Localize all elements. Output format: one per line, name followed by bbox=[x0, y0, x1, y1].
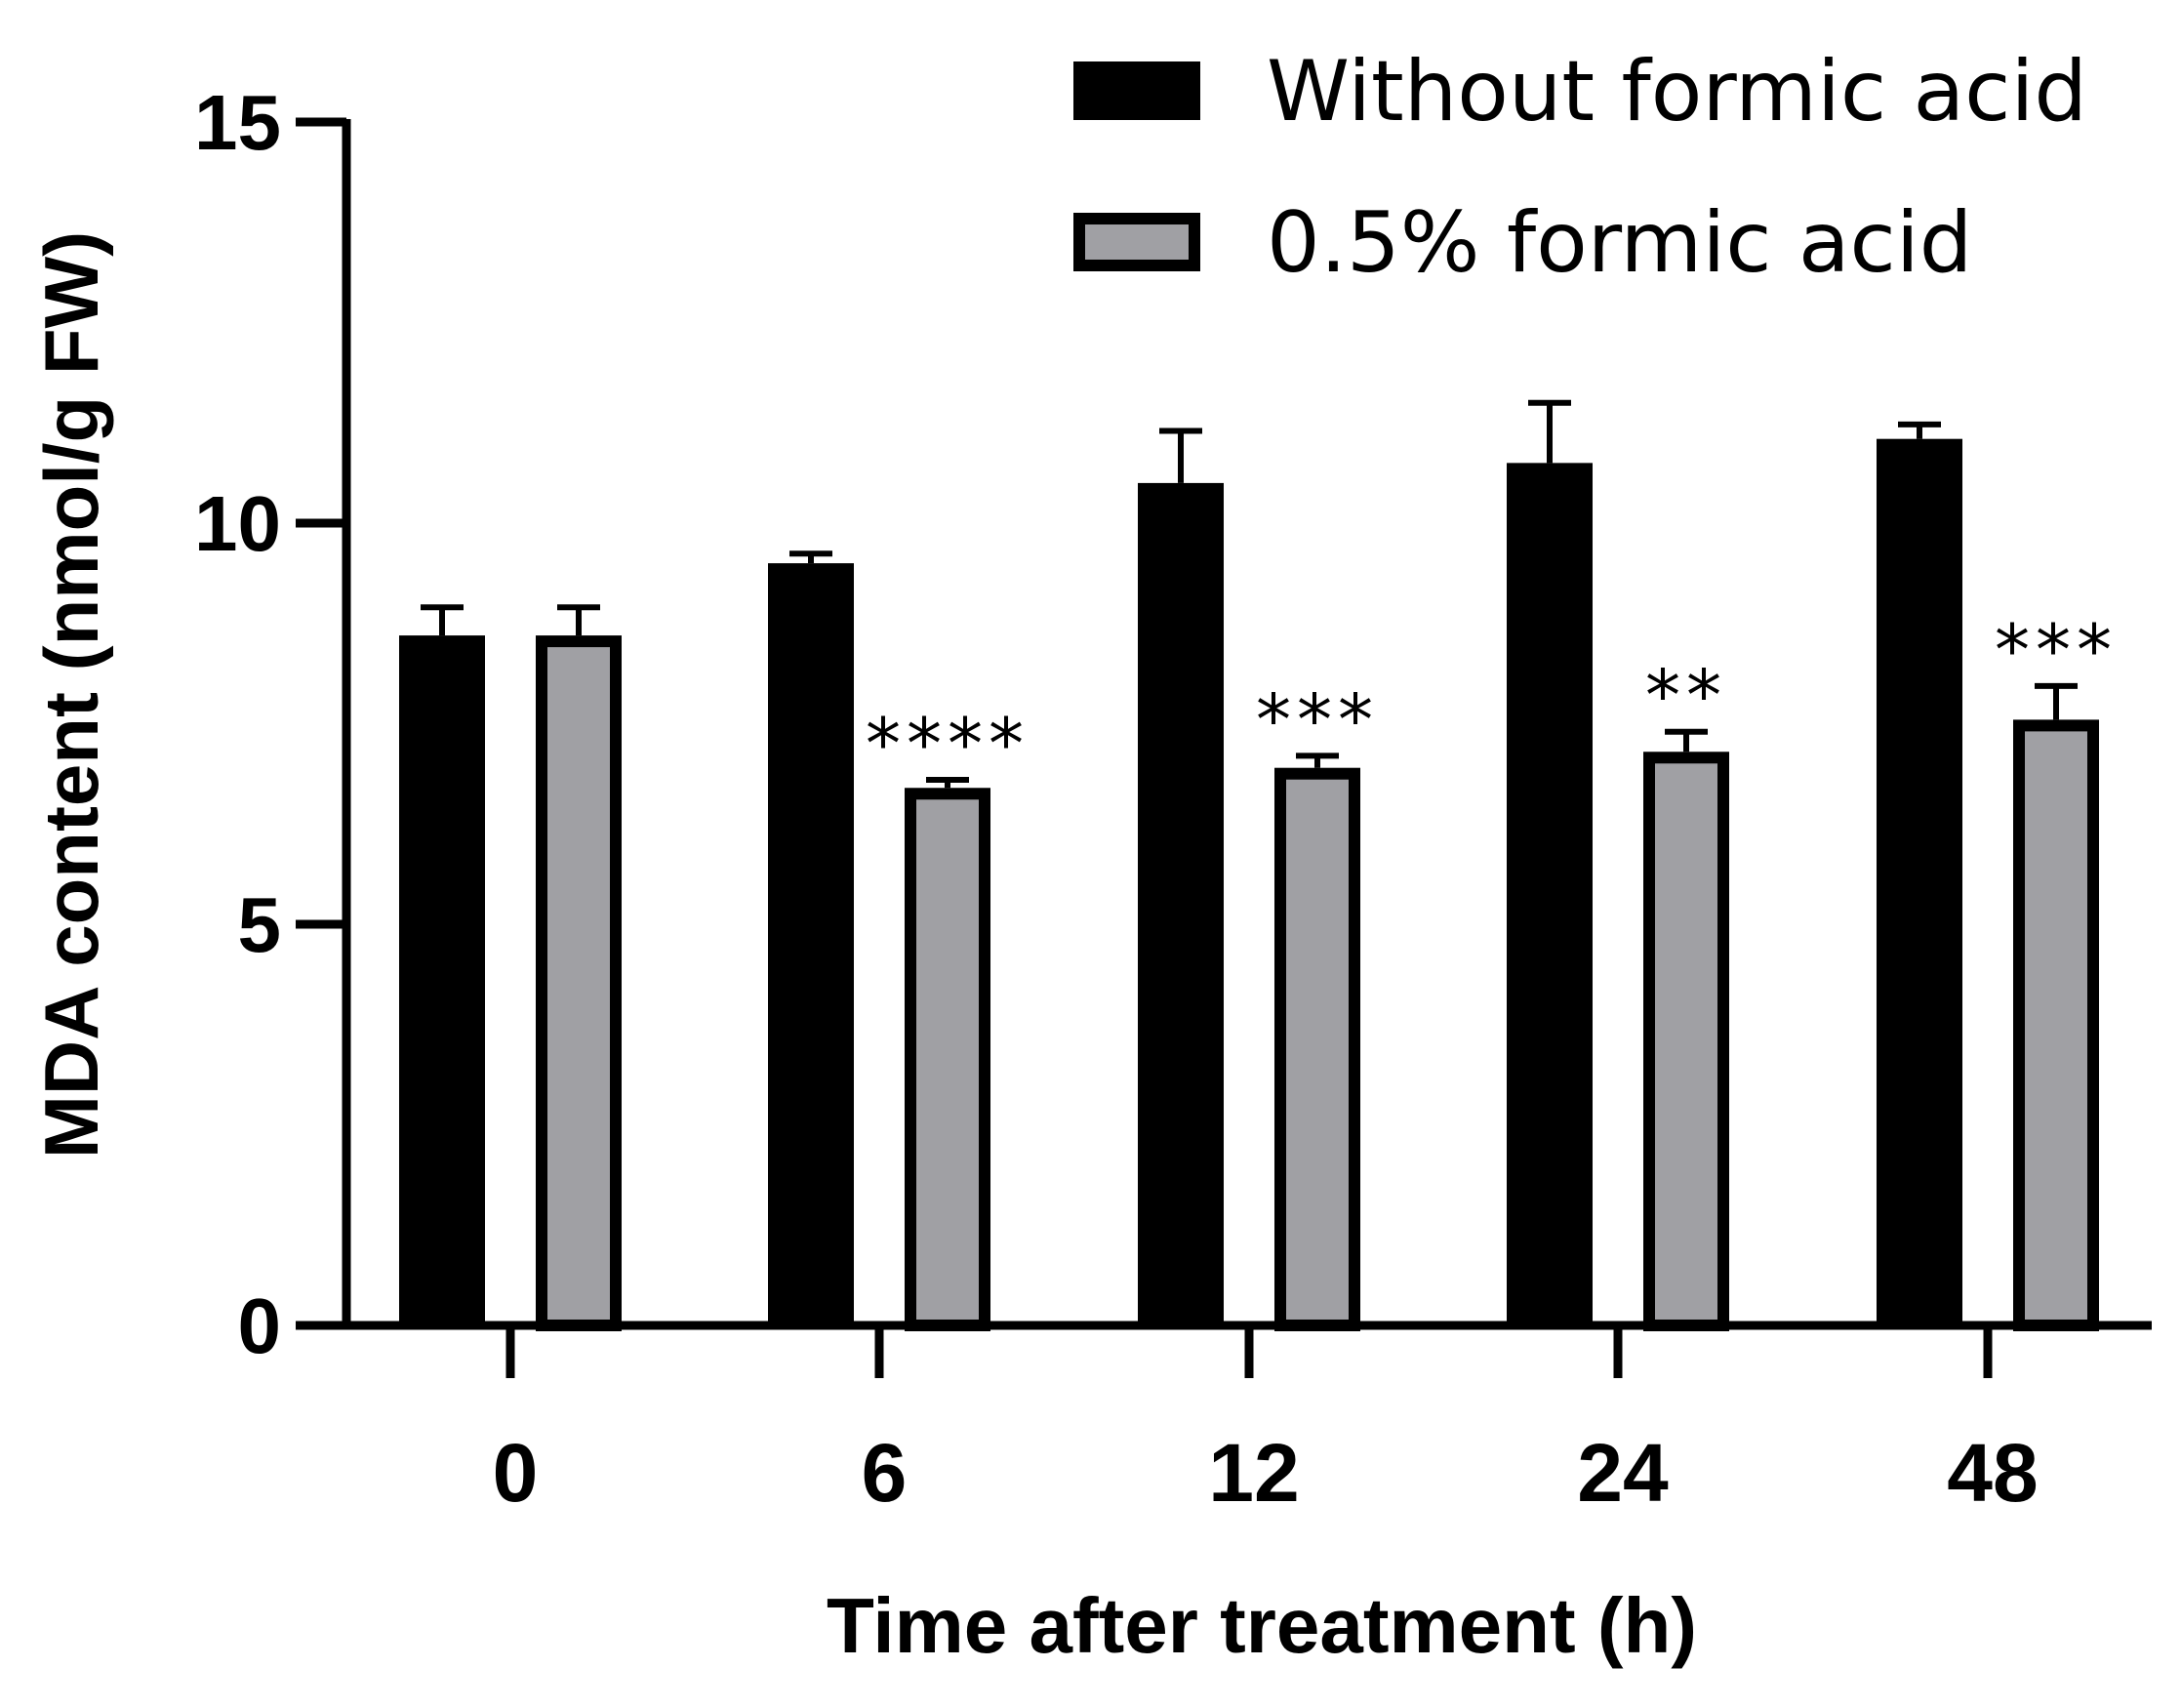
x-axis-label: Time after treatment (h) bbox=[827, 1582, 1697, 1669]
bar-without-formic-acid bbox=[1507, 463, 1593, 1326]
bar-without-formic-acid bbox=[768, 563, 854, 1325]
error-bars bbox=[421, 399, 2078, 789]
y-tick-label: 0 bbox=[238, 1282, 282, 1369]
legend-label: Without formic acid bbox=[1267, 43, 2087, 141]
bar-formic-acid bbox=[2013, 719, 2099, 1331]
axes: 0 5 10 15 0 6 12 24 48 bbox=[194, 79, 2152, 1519]
significance-stars: *** bbox=[1995, 609, 2118, 691]
y-tick-label: 15 bbox=[194, 79, 281, 166]
bar-without-formic-acid bbox=[1138, 482, 1224, 1325]
bars bbox=[399, 438, 2099, 1331]
x-tick-label: 12 bbox=[1208, 1427, 1299, 1519]
y-tick-label: 5 bbox=[238, 881, 282, 968]
legend-swatch-formic-acid bbox=[1073, 213, 1200, 271]
x-tick-label: 0 bbox=[493, 1427, 539, 1519]
significance-marks: **** *** ***** bbox=[866, 609, 2118, 785]
significance-stars: ** bbox=[1645, 655, 1727, 737]
x-tick-label: 48 bbox=[1947, 1427, 2038, 1519]
significance-stars: *** bbox=[1256, 678, 1379, 760]
bar-without-formic-acid bbox=[399, 635, 485, 1325]
bar-formic-acid bbox=[536, 635, 622, 1331]
x-tick-label: 6 bbox=[862, 1427, 908, 1519]
bar-without-formic-acid bbox=[1877, 438, 1962, 1325]
y-axis-label: MDA content (nmol/g FW) bbox=[28, 231, 114, 1159]
bar-formic-acid bbox=[1274, 767, 1360, 1331]
bar-formic-acid bbox=[905, 788, 990, 1331]
legend: Without formic acid 0.5% formic acid bbox=[1073, 43, 2087, 292]
x-tick-label: 24 bbox=[1577, 1427, 1669, 1519]
legend-swatch-without-formic-acid bbox=[1073, 61, 1200, 120]
legend-label: 0.5% formic acid bbox=[1267, 194, 1972, 292]
y-tick-label: 10 bbox=[194, 480, 281, 567]
significance-stars: **** bbox=[866, 703, 1030, 785]
bar-formic-acid bbox=[1643, 752, 1729, 1331]
